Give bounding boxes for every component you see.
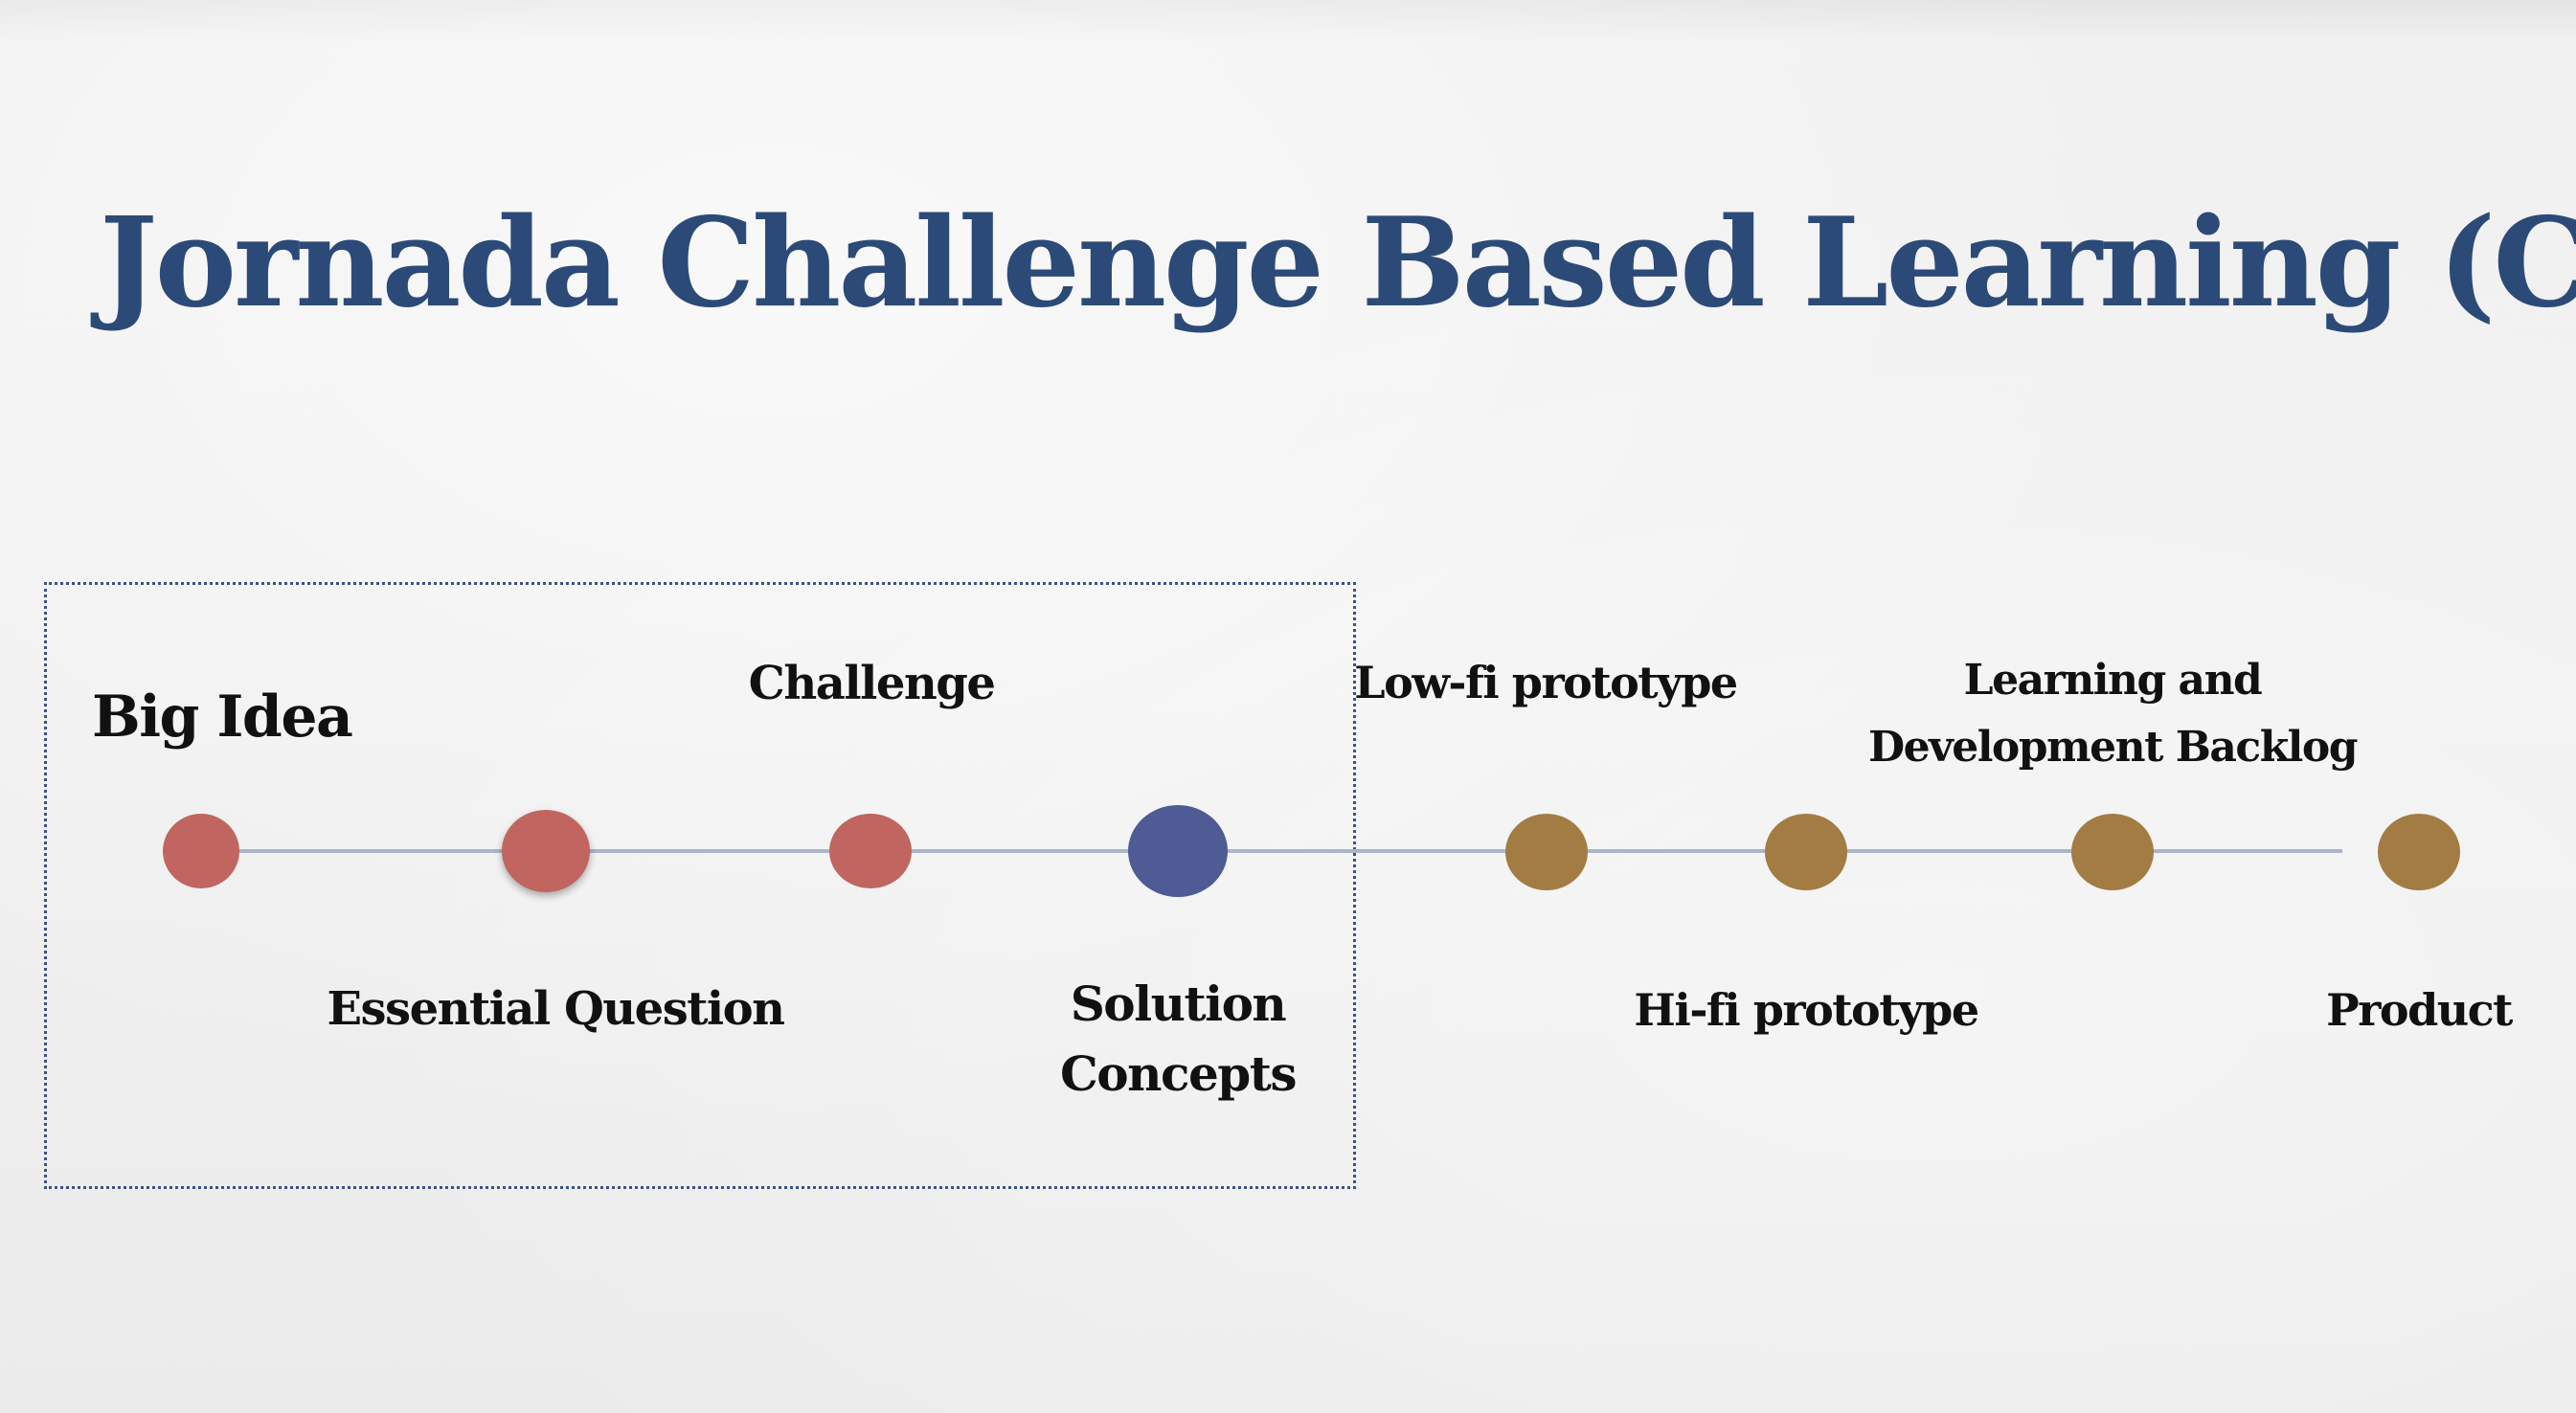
label-hifi-prototype: Hi-fi prototype	[1634, 978, 1977, 1043]
label-challenge: Challenge	[749, 651, 995, 718]
label-product: Product	[2326, 978, 2512, 1043]
label-backlog: Learning and Development Backlog	[1868, 647, 2357, 782]
node-challenge	[829, 814, 912, 888]
node-solution-concepts	[1128, 805, 1228, 897]
node-lofi-prototype	[1505, 814, 1588, 890]
label-essential-question: Essential Question	[327, 976, 783, 1043]
node-backlog	[2071, 814, 2154, 890]
label-lofi-prototype: Low-fi prototype	[1354, 651, 1736, 715]
node-essential-question	[502, 810, 590, 892]
node-product	[2378, 814, 2460, 890]
label-backlog-line1: Learning and	[1868, 647, 2357, 714]
label-solution-line2: Concepts	[1060, 1040, 1296, 1110]
label-solution-concepts: Solution Concepts	[1060, 970, 1296, 1109]
label-big-idea: Big Idea	[92, 676, 351, 759]
node-hifi-prototype	[1765, 814, 1847, 890]
node-big-idea	[163, 814, 239, 888]
label-solution-line1: Solution	[1060, 970, 1296, 1040]
page-title: Jornada Challenge Based Learning (CBL)	[100, 191, 2576, 335]
label-backlog-line2: Development Backlog	[1868, 714, 2357, 781]
